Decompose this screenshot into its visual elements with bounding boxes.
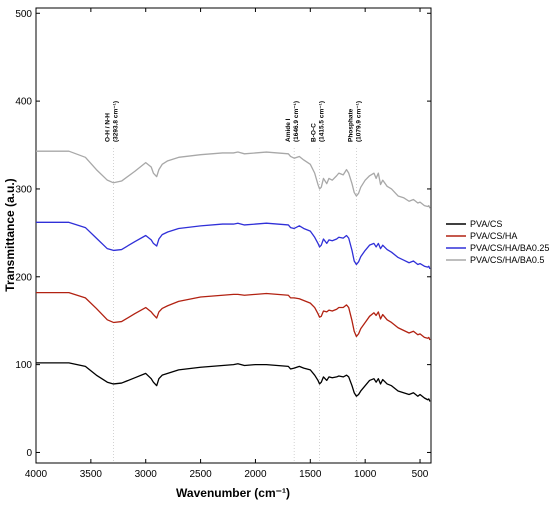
- annotation-labels: O-H / N-H(3293.8 cm⁻¹) Amide I(1646.9 cm⁻…: [104, 101, 362, 142]
- series-layer: [36, 150, 431, 402]
- annotation-label-line2: (3293.8 cm⁻¹): [112, 101, 119, 142]
- annotation-label: Amide I(1646.9 cm⁻¹): [285, 101, 300, 142]
- y-axis-ticks: 0 100 200 300 400 500: [15, 9, 431, 459]
- x-tick-label: 3500: [80, 469, 103, 480]
- legend-label: PVA/CS: [470, 219, 502, 229]
- y-tick-label: 200: [15, 272, 32, 283]
- x-tick-label: 4000: [25, 469, 48, 480]
- x-tick-label: 2000: [244, 469, 267, 480]
- series-line: [36, 221, 431, 270]
- legend: PVA/CS PVA/CS/HA PVA/CS/HA/BA0.25 PVA/CS/HA…: [446, 219, 549, 265]
- y-tick-label: 500: [15, 9, 32, 20]
- annotation-label-line1: B-O-C: [311, 123, 318, 142]
- x-tick-label: 3000: [135, 469, 158, 480]
- annotation-label-line1: Phosphate: [347, 108, 354, 142]
- series-line: [36, 150, 431, 209]
- y-tick-label: 400: [15, 97, 32, 108]
- y-tick-label: 300: [15, 184, 32, 195]
- annotation-label: B-O-C(1415.5 cm⁻¹): [311, 101, 326, 142]
- annotation-lines: [113, 148, 357, 463]
- x-tick-label: 500: [412, 469, 429, 480]
- annotation-label: O-H / N-H(3293.8 cm⁻¹): [104, 101, 119, 142]
- x-tick-label: 2500: [189, 469, 212, 480]
- x-tick-label: 1000: [354, 469, 377, 480]
- series-line: [36, 291, 431, 341]
- annotation-label: Phosphate(1079.9 cm⁻¹): [347, 101, 362, 142]
- y-tick-label: 100: [15, 360, 32, 371]
- annotation-label-line2: (1646.9 cm⁻¹): [293, 101, 300, 142]
- series-line: [36, 362, 431, 402]
- annotation-label-line1: Amide I: [285, 118, 292, 142]
- x-axis-title: Wavenumber (cm⁻¹): [176, 486, 290, 500]
- y-tick-label: 0: [26, 448, 32, 459]
- x-tick-label: 1500: [299, 469, 322, 480]
- annotation-label-line2: (1415.5 cm⁻¹): [319, 101, 326, 142]
- plot-frame: [35, 7, 432, 464]
- legend-label: PVA/CS/HA/BA0.5: [470, 255, 544, 265]
- y-axis-title: Transmittance (a.u.): [3, 178, 17, 291]
- annotation-label-line2: (1079.9 cm⁻¹): [355, 101, 362, 142]
- legend-label: PVA/CS/HA/BA0.25: [470, 243, 549, 253]
- legend-label: PVA/CS/HA: [470, 231, 517, 241]
- x-axis-ticks: 4000 3500 3000 2500 2000 1500 1000 500: [25, 8, 429, 480]
- annotation-label-line1: O-H / N-H: [104, 113, 111, 142]
